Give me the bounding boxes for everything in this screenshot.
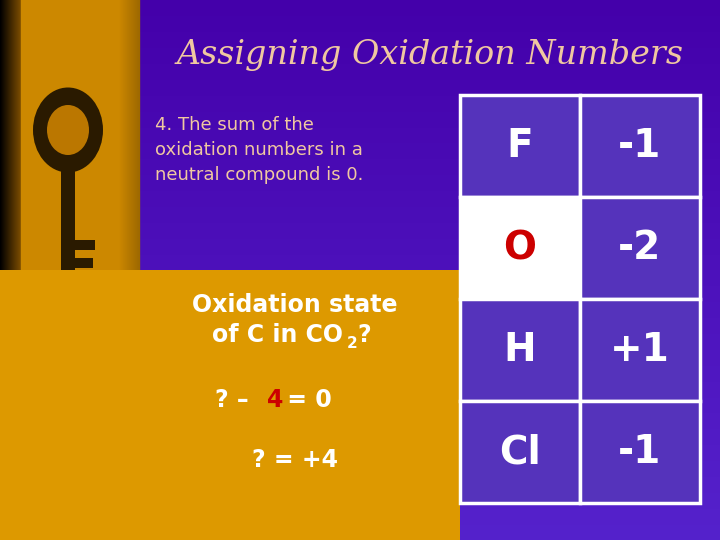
Text: ?: ? [357, 323, 371, 347]
Bar [460, 95, 580, 197]
Text: H: H [504, 331, 536, 369]
Text: Assigning Oxidation Numbers: Assigning Oxidation Numbers [176, 39, 683, 71]
Ellipse shape [47, 105, 89, 155]
Bar [75, 272, 89, 280]
Bar [61, 170, 75, 330]
Bar [75, 295, 89, 303]
Text: Cl: Cl [499, 433, 541, 471]
Bar [580, 197, 700, 299]
Bar [0, 270, 140, 540]
Bar [75, 258, 93, 268]
Bar [75, 284, 95, 294]
Text: O: O [503, 229, 536, 267]
Text: 2: 2 [347, 335, 358, 350]
Text: ? = +4: ? = +4 [252, 448, 338, 472]
Bar [580, 95, 700, 197]
Text: F: F [507, 127, 534, 165]
Bar [140, 270, 460, 540]
Ellipse shape [33, 87, 103, 172]
Bar [580, 401, 700, 503]
Text: -1: -1 [618, 127, 662, 165]
Text: -2: -2 [618, 229, 662, 267]
Text: Oxidation state: Oxidation state [192, 293, 397, 317]
Text: 4. The sum of the: 4. The sum of the [155, 116, 314, 134]
Text: 4: 4 [267, 388, 284, 412]
Text: = 0: = 0 [279, 388, 332, 412]
Bar [460, 299, 580, 401]
Text: -1: -1 [618, 433, 662, 471]
Bar [75, 240, 95, 250]
Bar [580, 299, 700, 401]
Bar [460, 197, 580, 299]
Text: +1: +1 [610, 331, 670, 369]
Text: of C in CO: of C in CO [212, 323, 343, 347]
Text: neutral compound is 0.: neutral compound is 0. [155, 166, 364, 184]
Text: oxidation numbers in a: oxidation numbers in a [155, 141, 363, 159]
Text: ? –: ? – [215, 388, 257, 412]
Bar [460, 401, 580, 503]
